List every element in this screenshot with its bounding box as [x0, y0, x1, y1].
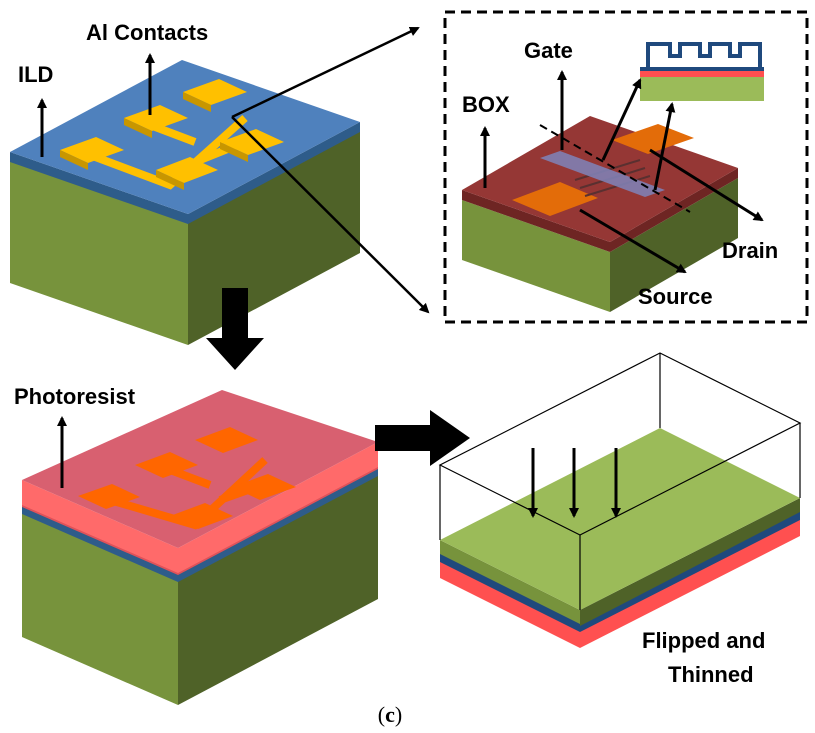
pr-ild-edge-front	[22, 505, 178, 582]
box-edge-side	[610, 168, 738, 252]
xs-box	[640, 71, 764, 77]
pr-substrate-front	[22, 512, 178, 705]
flip-si-side	[580, 498, 800, 626]
block-flipped-thinned: Flipped and Thinned	[438, 352, 802, 687]
contact-pad-5-side	[220, 142, 248, 162]
flip-resist-side	[580, 518, 800, 648]
zoom-line-upper	[231, 26, 420, 119]
gate-label: Gate	[524, 38, 573, 63]
flip-resist-front	[440, 560, 580, 648]
block-photoresist: Photoresist	[14, 384, 378, 705]
substrate-front	[10, 160, 188, 345]
pr-ild-edge-side	[178, 467, 378, 582]
resist-side	[178, 442, 378, 575]
block-ild-contacts: ILD Al Contacts	[10, 20, 360, 345]
pr-pad-5	[232, 474, 296, 500]
contact-pad-3-side	[183, 92, 211, 112]
inset-transistor-detail: Gate BOX Drain Source	[443, 10, 809, 324]
pr-substrate-side	[178, 474, 378, 705]
gate-strip	[540, 151, 665, 197]
flip-si-front	[440, 540, 580, 624]
box-label: BOX	[462, 92, 510, 117]
resist-front	[22, 480, 178, 575]
fin-arrow-a	[601, 78, 642, 161]
cross-section-thumbnail	[640, 42, 764, 101]
box-edge-front	[462, 190, 610, 252]
flipped-label-line1: Flipped and	[642, 628, 765, 653]
xs-fins	[646, 42, 762, 67]
resist-top	[22, 390, 378, 548]
flip-ild-front	[440, 552, 580, 632]
inset-frame	[443, 10, 809, 324]
right-process-arrow	[375, 410, 470, 466]
contact-pad-4-side	[156, 170, 184, 190]
ild-label: ILD	[18, 62, 53, 87]
source-arrow	[579, 208, 687, 274]
contact-pad-1	[60, 137, 124, 163]
photoresist-label: Photoresist	[14, 384, 136, 409]
xs-ild	[640, 67, 764, 71]
drain-pad	[612, 124, 694, 154]
drain-arrow	[649, 148, 764, 222]
al-contacts-label: Al Contacts	[86, 20, 208, 45]
zoom-line-lower	[231, 116, 430, 314]
caption-letter: c	[385, 702, 395, 727]
cut-line	[539, 124, 691, 213]
caption-open: (	[378, 702, 385, 727]
contact-pad-2-side	[124, 118, 152, 138]
contact-pad-1-side	[60, 150, 88, 170]
inset-substrate-side	[610, 178, 738, 312]
contact-pad-5	[220, 129, 284, 155]
pr-pad-3	[195, 427, 258, 453]
inset-substrate-front	[462, 200, 610, 312]
pr-pad-2	[135, 452, 198, 478]
contact-trace	[88, 115, 248, 190]
caption-close: )	[395, 702, 402, 727]
figure-caption: (c)	[378, 702, 402, 727]
pr-pad-1	[78, 484, 140, 509]
xs-substrate	[640, 77, 764, 101]
contact-pad-2	[124, 105, 188, 131]
ild-edge-front	[10, 152, 188, 224]
fin-arrow-b	[653, 102, 676, 191]
al-contact-pads	[60, 79, 284, 190]
contact-pad-4	[156, 157, 218, 183]
source-pad	[512, 182, 598, 216]
down-process-arrow	[206, 288, 264, 370]
drain-label: Drain	[722, 238, 778, 263]
ild-edge-side	[188, 122, 360, 224]
contact-pad-3	[183, 79, 247, 105]
pr-pad-4	[170, 503, 233, 529]
source-label: Source	[638, 284, 713, 309]
flip-si-top	[440, 428, 800, 610]
pr-contact-pads	[78, 427, 296, 530]
flipped-label-line2: Thinned	[668, 662, 754, 687]
